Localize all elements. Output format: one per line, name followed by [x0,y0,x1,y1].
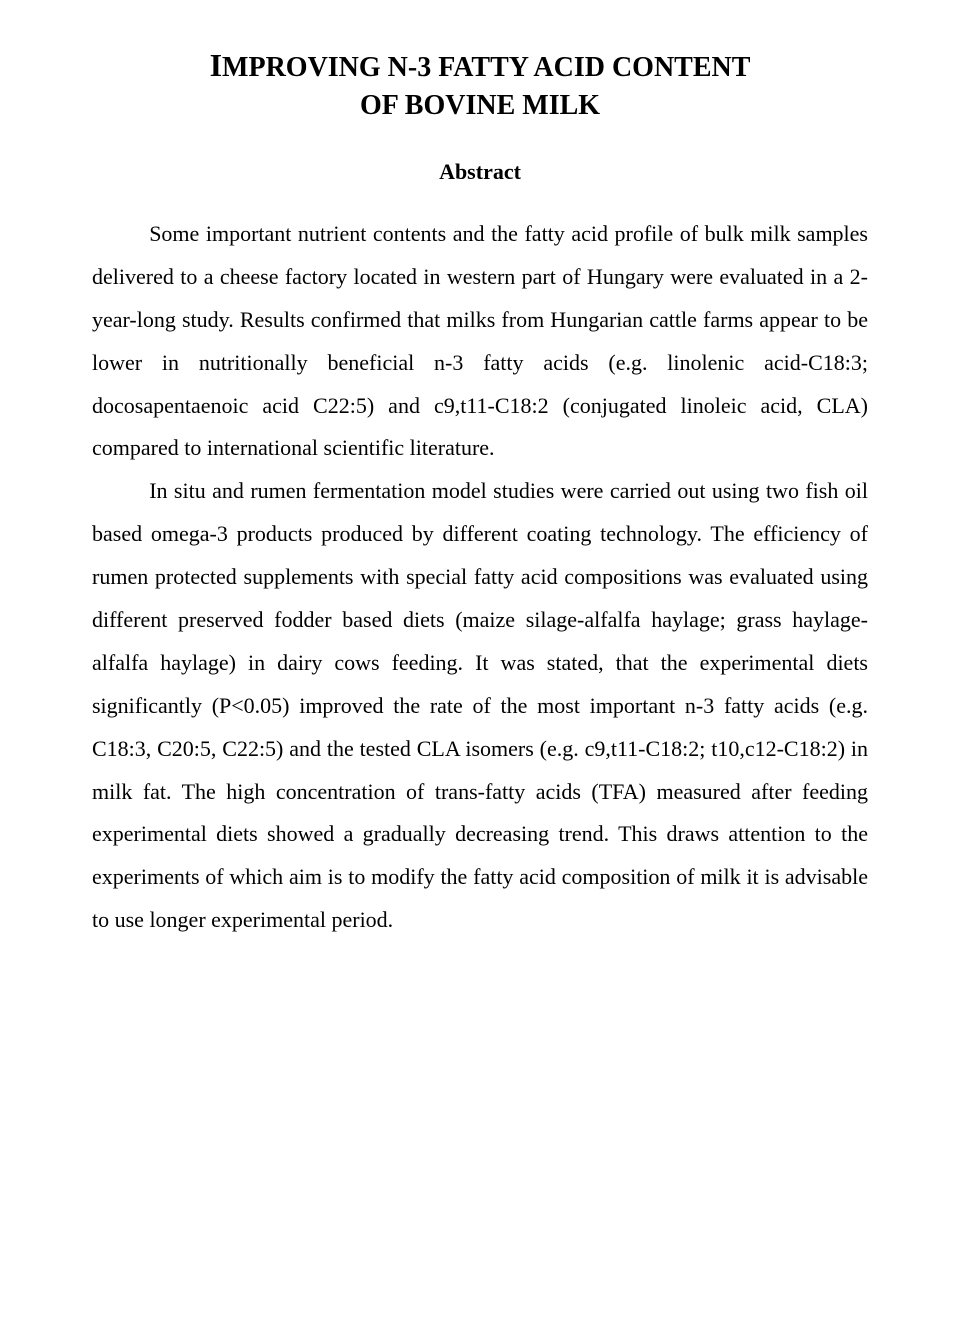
paragraph-1: Some important nutrient contents and the… [92,213,868,470]
document-title: IMPROVING N-3 FATTY ACID CONTENT OF BOVI… [92,44,868,125]
title-line1-rest: MPROVING N-3 FATTY ACID CONTENT [222,52,750,83]
abstract-body: Some important nutrient contents and the… [92,213,868,942]
abstract-heading: Abstract [92,159,868,185]
paragraph-2: In situ and rumen fermentation model stu… [92,470,868,942]
title-line2: OF BOVINE MILK [360,90,600,121]
title-leading-cap: I [210,47,222,83]
